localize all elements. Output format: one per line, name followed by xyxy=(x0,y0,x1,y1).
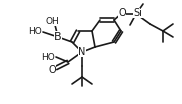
Text: N: N xyxy=(78,47,86,57)
Text: B: B xyxy=(54,32,62,42)
Text: OH: OH xyxy=(45,17,59,25)
Text: O: O xyxy=(118,8,126,18)
Text: O: O xyxy=(48,65,56,75)
Text: HO: HO xyxy=(28,27,42,37)
Text: HO: HO xyxy=(41,53,55,61)
Text: Si: Si xyxy=(134,8,143,18)
